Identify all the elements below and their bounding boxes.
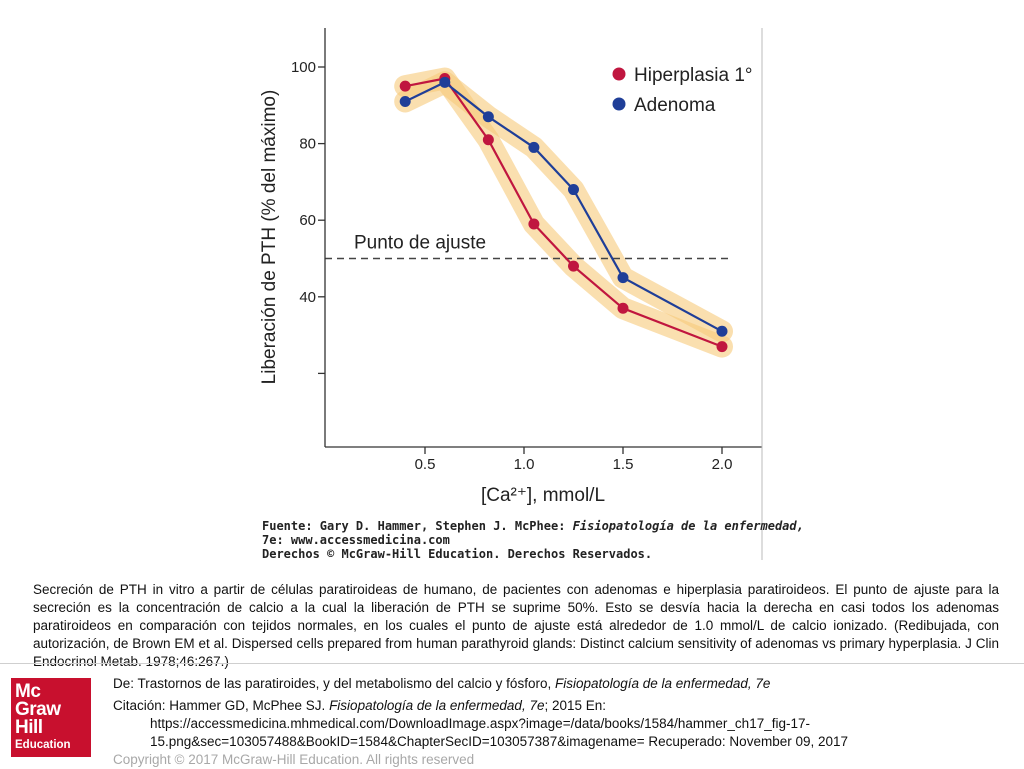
y-axis-title: Liberación de PTH (% del máximo) (259, 90, 280, 385)
figure-caption: Secreción de PTH in vitro a partir de cé… (33, 582, 999, 669)
point-series-1-1 (439, 76, 451, 88)
y-tick-label: 40 (299, 289, 316, 306)
y-tick-label: 100 (291, 59, 316, 76)
chart-background (0, 0, 1024, 575)
legend-label-1: Adenoma (634, 95, 716, 116)
source-line-0: Fuente: Gary D. Hammer, Stephen J. McPhe… (262, 519, 804, 533)
y-tick-label: 60 (299, 212, 316, 229)
mcgraw-hill-logo: Mc Graw Hill Education (11, 678, 91, 757)
x-tick-label: 0.5 (415, 456, 436, 473)
y-tick-label: 80 (299, 136, 316, 153)
citation-url-line-1[interactable]: https://accessmedicina.mhmedical.com/Dow… (150, 716, 810, 731)
legend-marker-1 (612, 97, 626, 111)
point-series-0-5 (617, 302, 629, 314)
citation-url-line-2[interactable]: 15.png&sec=103057488&BookID=1584&Chapter… (150, 734, 849, 749)
point-series-0-0 (399, 80, 411, 92)
citation-prefix: Citación: Hammer GD, McPhee SJ. (113, 698, 330, 713)
legend-marker-0 (612, 67, 626, 81)
pth-release-chart: Punto de ajuste 40 60 80 100 0.5 1.0 1.5 2.0 Li… (0, 0, 1024, 575)
source-chapter-text: De: Trastornos de las paratiroides, y de… (113, 676, 555, 691)
source-line-2: Derechos © McGraw-Hill Education. Derech… (262, 547, 652, 561)
source-chapter: De: Trastornos de las paratiroides, y de… (113, 675, 1013, 693)
source-line-1: 7e: www.accessmedicina.com (262, 533, 450, 547)
source-book-title: Fisiopatología de la enfermedad, 7e (554, 676, 771, 691)
x-tick-label: 1.0 (514, 456, 535, 473)
point-series-1-4 (568, 184, 579, 196)
logo-line-1: Mc (15, 681, 41, 702)
series-points (399, 72, 728, 353)
logo-line-2: Graw (15, 699, 61, 720)
citation-block: De: Trastornos de las paratiroides, y de… (113, 675, 1013, 769)
point-series-0-6 (716, 341, 728, 353)
figure-source-note: Fuente: Gary D. Hammer, Stephen J. McPhe… (262, 519, 804, 561)
citation-line: Citación: Hammer GD, McPhee SJ. Fisiopat… (113, 697, 1013, 715)
chart-axes (324, 28, 763, 560)
x-tick-label: 2.0 (712, 456, 733, 473)
logo-line-4: Education (15, 739, 71, 751)
point-series-1-3 (528, 141, 540, 153)
point-series-0-3 (528, 218, 540, 230)
point-series-1-6 (716, 325, 728, 337)
legend-label-0: Hiperplasia 1° (634, 65, 753, 86)
legend: Hiperplasia 1° Adenoma (612, 65, 753, 116)
point-series-1-5 (617, 272, 629, 284)
point-series-0-2 (482, 134, 494, 146)
logo-line-3: Hill (15, 717, 43, 738)
point-series-1-2 (482, 111, 494, 123)
divider (0, 663, 1024, 664)
citation-book-title: Fisiopatología de la enfermedad, 7e (329, 698, 545, 713)
point-series-0-4 (568, 260, 579, 272)
point-series-1-0 (399, 95, 411, 107)
x-tick-label: 1.5 (613, 456, 634, 473)
x-axis-title: [Ca²⁺], mmol/L (481, 485, 605, 506)
copyright-notice: Copyright © 2017 McGraw-Hill Education. … (113, 752, 475, 767)
axis-ticks: 40 60 80 100 0.5 1.0 1.5 2.0 (291, 59, 732, 473)
set-point-label: Punto de ajuste (354, 233, 486, 254)
citation-suffix: ; 2015 En: (544, 698, 607, 713)
